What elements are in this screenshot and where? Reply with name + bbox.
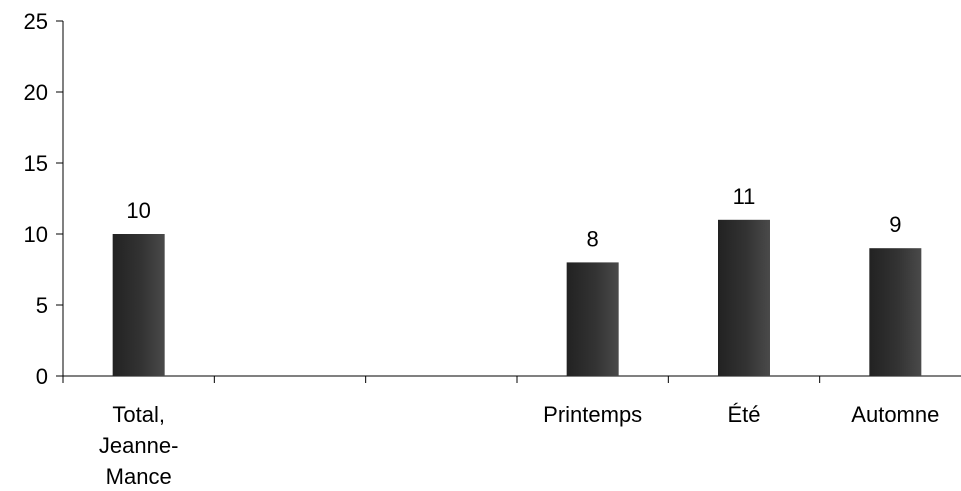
y-tick-label: 10	[24, 222, 48, 247]
category-label: Mance	[106, 464, 172, 489]
y-tick-label: 20	[24, 80, 48, 105]
y-tick-label: 15	[24, 151, 48, 176]
data-label: 9	[889, 212, 901, 237]
category-label: Été	[727, 402, 760, 427]
data-label: 10	[126, 198, 150, 223]
bar	[566, 262, 619, 376]
data-label: 11	[733, 184, 756, 209]
data-label: 8	[587, 226, 599, 251]
bar	[869, 248, 922, 376]
y-tick-label: 25	[24, 9, 48, 34]
bar	[112, 234, 165, 376]
category-label: Printemps	[543, 402, 642, 427]
plot-area: 0 5 10 15 20 25 10 Total, Jeanne- Mance 8 Printemps…	[24, 9, 961, 489]
category-label: Total,	[112, 402, 165, 427]
category-label: Jeanne-	[99, 433, 179, 458]
y-tick-label: 0	[36, 364, 48, 389]
bar	[718, 219, 770, 376]
y-tick-label: 5	[36, 293, 48, 318]
category-label: Automne	[851, 402, 939, 427]
